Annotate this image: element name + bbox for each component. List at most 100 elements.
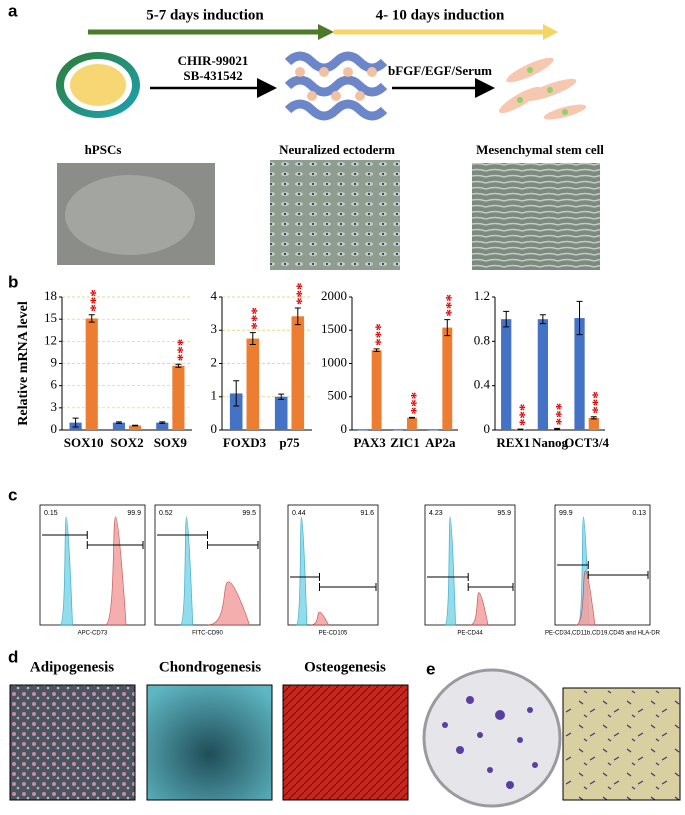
y-tick-label: 15 xyxy=(44,310,57,325)
significance: *** xyxy=(294,282,310,305)
osteogenesis-image xyxy=(282,684,409,801)
arrow-head xyxy=(543,24,558,40)
colony xyxy=(65,175,195,255)
gate-value: 99.9 xyxy=(127,510,141,517)
gate xyxy=(427,573,514,591)
image-caption: Mesenchymal stem cell xyxy=(476,142,604,157)
y-tick-label: 18 xyxy=(44,288,57,303)
significance: *** xyxy=(517,404,533,427)
bar xyxy=(501,319,512,430)
flow-frame xyxy=(554,504,651,626)
error-bar xyxy=(517,428,524,431)
x-tick-label: REX1 xyxy=(496,435,530,450)
y-tick-label: 1000 xyxy=(321,354,347,369)
image-caption: hPSCs xyxy=(85,142,122,157)
panel-label: c xyxy=(8,485,17,504)
y-tick-label: 1.2 xyxy=(474,288,490,303)
gate xyxy=(557,561,649,579)
flow-x-label: PE-CD34,CD11b,CD19,CD45 and HLA-DR xyxy=(545,631,661,637)
x-tick-label: SOX2 xyxy=(110,435,143,450)
bar xyxy=(246,338,260,430)
bar xyxy=(588,417,599,430)
y-tick-label: 12 xyxy=(44,332,57,347)
gate-value: 91.6 xyxy=(360,510,374,517)
x-tick-label: PAX3 xyxy=(354,435,387,450)
y-tick-label: 0 xyxy=(51,421,58,436)
error-bar xyxy=(503,310,510,328)
error-bar xyxy=(408,416,415,419)
histogram xyxy=(59,516,73,626)
ectoderm-image xyxy=(270,160,400,270)
stage-label: 4- 10 days induction xyxy=(376,7,505,23)
msc-cells xyxy=(499,57,587,120)
image-caption: Neuralized ectoderm xyxy=(279,142,395,157)
x-tick-label: SOX10 xyxy=(64,435,104,450)
y-tick-label: 4 xyxy=(211,288,218,303)
y-tick-label: 3 xyxy=(51,399,58,414)
bar xyxy=(574,318,585,430)
y-axis-label: Relative mRNA level xyxy=(16,301,31,426)
msc-image xyxy=(472,163,600,270)
factor-label: SB-431542 xyxy=(183,68,242,83)
flow-x-label: FITC-CD90 xyxy=(192,631,223,637)
bar xyxy=(393,429,403,431)
flow-frame xyxy=(424,504,516,626)
error-bar xyxy=(175,363,182,368)
gate-value: 0.44 xyxy=(292,510,306,517)
error-bar xyxy=(278,393,285,400)
x-tick-label: OCT3/4 xyxy=(564,435,609,450)
x-tick-label: p75 xyxy=(279,435,300,450)
y-tick-label: 0.8 xyxy=(474,332,490,347)
histogram xyxy=(295,516,308,626)
image-caption: Osteogenesis xyxy=(304,659,386,675)
y-tick-label: 0 xyxy=(211,421,218,436)
colony-core xyxy=(70,64,126,106)
panel-label: b xyxy=(8,272,18,291)
y-tick-label: 1 xyxy=(211,388,218,403)
bar xyxy=(112,422,125,430)
error-bar xyxy=(539,314,546,325)
x-tick-label: AP2a xyxy=(425,435,456,450)
significance: *** xyxy=(590,391,606,414)
y-tick-label: 9 xyxy=(51,354,58,369)
significance: *** xyxy=(175,339,191,362)
bar xyxy=(156,422,169,430)
bar xyxy=(428,429,439,431)
y-tick-label: 0.4 xyxy=(474,377,491,392)
error-bar xyxy=(249,332,256,346)
panel-label: e xyxy=(426,659,435,678)
gate-value: 4.23 xyxy=(429,510,443,517)
x-tick-label: ZIC1 xyxy=(390,435,420,450)
significance: *** xyxy=(444,294,460,317)
gate xyxy=(290,573,377,591)
error-bar xyxy=(576,300,583,336)
image-caption: Adipogenesis xyxy=(30,659,114,675)
error-bar xyxy=(373,348,380,353)
flow-frame xyxy=(39,504,146,626)
error-bar xyxy=(444,319,451,337)
colony-closeup xyxy=(562,687,681,801)
neural-sheet xyxy=(284,51,388,121)
gate-value: 0.52 xyxy=(159,510,173,517)
y-tick-label: 6 xyxy=(51,377,58,392)
significance: *** xyxy=(408,392,424,415)
bar xyxy=(85,318,98,430)
histogram xyxy=(575,570,596,626)
histogram xyxy=(310,611,330,626)
x-tick-label: SOX9 xyxy=(154,435,188,450)
image-caption: Chondrogenesis xyxy=(159,659,261,675)
gate-value: 99.5 xyxy=(242,510,256,517)
y-tick-label: 1500 xyxy=(321,321,347,336)
factor-label: CHIR-99021 xyxy=(178,53,249,68)
error-bar xyxy=(132,424,139,427)
gate-value: 99.9 xyxy=(559,510,573,517)
error-bar xyxy=(554,427,561,430)
flow-x-label: PE-CD44 xyxy=(457,631,483,637)
histogram xyxy=(469,592,489,626)
flow-frame xyxy=(154,504,261,626)
y-tick-label: 0 xyxy=(484,421,491,436)
petri-dish xyxy=(422,668,562,808)
bar xyxy=(357,429,368,431)
